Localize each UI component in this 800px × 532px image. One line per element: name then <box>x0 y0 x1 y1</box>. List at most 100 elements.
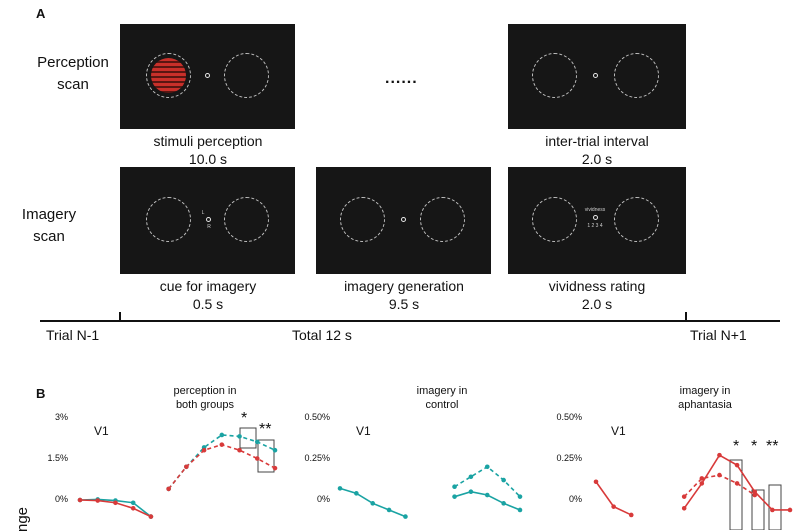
vividness-scale: 1 2 3 4 <box>587 223 603 229</box>
chart-1-series-2-point <box>148 514 154 519</box>
chart-2-ytick-2: 0% <box>316 494 330 504</box>
chart-3-ytick-1: 0.25% <box>556 453 582 463</box>
chart-1-series-4-point <box>237 447 242 453</box>
right-circle <box>224 197 269 242</box>
grating-stimulus <box>151 58 186 93</box>
chart-3-ytick-0: 0.50% <box>556 412 582 422</box>
fixation-point <box>205 73 210 78</box>
chart-3-sig-box-2 <box>751 489 765 530</box>
chart-1-series-2-point <box>130 506 136 511</box>
chart-3-series-1-point <box>770 507 775 513</box>
chart-3-sig-3: ** <box>766 438 779 455</box>
stimuli-perception-frame <box>120 24 295 129</box>
chart-3-series-1-point <box>717 452 722 458</box>
right-circle <box>614 53 659 98</box>
left-circle <box>532 197 577 242</box>
chart-3-ytick-2: 0% <box>568 494 582 504</box>
chart-3-series-2-point <box>681 494 687 499</box>
chart-1-series-4-point <box>272 465 278 471</box>
ellipsis: ...... <box>385 70 418 87</box>
chart-1-ytick-0: 3% <box>54 412 68 422</box>
timeline-tick-start <box>119 312 121 322</box>
chart-3-series-1-point <box>611 504 616 509</box>
chart-1-sig-box-1 <box>239 427 257 449</box>
chart-1-region-label: V1 <box>94 424 109 438</box>
cue-letter-left: L <box>201 210 205 216</box>
chart-3-sig-2: * <box>751 438 758 455</box>
panel-b-letter: B <box>36 386 46 401</box>
chart-3-series-2-point <box>699 476 705 481</box>
timeline-tick-end <box>685 312 687 322</box>
chart-1-series-4-point <box>166 486 171 492</box>
generation-caption: imagery generation <box>344 278 464 294</box>
chart-2-series-2-point <box>468 474 474 480</box>
chart-3-series-1-point <box>787 507 793 513</box>
chart-1-series-4-point <box>184 464 189 470</box>
chart-3-series-2-point <box>717 472 722 478</box>
left-stimulus-circle <box>146 53 191 98</box>
fixation-point <box>401 217 406 222</box>
iti-caption: inter-trial interval <box>545 133 649 149</box>
stimuli-duration: 10.0 s <box>188 151 228 167</box>
chart-2-series-1-point <box>386 507 392 513</box>
timeline-axis <box>40 320 780 322</box>
chart-2-series-2-line <box>454 465 521 498</box>
cue-caption: cue for imagery <box>159 278 257 294</box>
chart-2-series-1-point <box>337 486 343 491</box>
chart-2-ytick-0: 0.50% <box>304 412 330 422</box>
chart-2-series-1-point <box>468 489 474 495</box>
imagery-generation-frame <box>316 167 491 274</box>
chart-1-series-4-point <box>201 447 207 453</box>
chart-3-series-1-point <box>628 512 634 518</box>
chart-1-title: perception in both groups <box>173 385 237 411</box>
cue-letter-right: R <box>207 224 211 230</box>
panel-a-letter: A <box>36 6 46 21</box>
cue-duration: 0.5 s <box>192 296 224 312</box>
chart-1-series-1-point <box>130 500 136 506</box>
chart-3-series-1-line <box>595 481 632 516</box>
chart-3-series-1-point <box>752 489 758 495</box>
chart-2-series-2-point <box>452 484 457 490</box>
vividness-frame: vividness 1 2 3 4 <box>508 167 686 274</box>
cue-frame: L R <box>120 167 295 274</box>
fixation-point <box>206 217 211 222</box>
left-circle <box>340 197 385 242</box>
chart-3-series-2-point <box>734 481 740 486</box>
fixation-point <box>593 73 598 78</box>
chart-1-sig-2: ** <box>259 421 272 438</box>
timeline-center-label: Total 12 s <box>292 327 352 343</box>
chart-1-ytick-2: 0% <box>54 494 68 504</box>
vividness-duration: 2.0 s <box>581 296 613 312</box>
chart-1-series-3-point <box>237 434 242 439</box>
iti-frame <box>508 24 686 129</box>
chart-1-series-4-point <box>219 442 225 447</box>
chart-1-sig-box-2 <box>257 439 275 473</box>
chart-2-title: imagery in control <box>416 385 468 411</box>
chart-2-series-1-point <box>452 494 457 499</box>
chart-2-series-1-point <box>354 491 359 496</box>
chart-1-series-3-point <box>254 439 260 445</box>
chart-2-series-1-point <box>484 492 490 498</box>
chart-2-series-1-point <box>501 501 506 506</box>
right-circle <box>614 197 659 242</box>
chart-2-ytick-1: 0.25% <box>304 453 330 463</box>
chart-2-region-label: V1 <box>356 424 371 438</box>
chart-2-series-1-point <box>517 507 523 513</box>
chart-1-series-3-point <box>272 447 278 453</box>
timeline-left-label: Trial N-1 <box>46 327 100 343</box>
iti-duration: 2.0 s <box>581 151 613 167</box>
chart-3-sig-1: * <box>733 438 740 455</box>
chart-3-sig-box-1 <box>729 459 743 530</box>
perception-scan-label: Perception scan <box>37 54 109 93</box>
chart-1-series-2-point <box>113 500 118 506</box>
imagery-scan-label: Imagery scan <box>21 206 77 245</box>
vividness-prompt: vividness <box>584 207 606 213</box>
chart-1-sig-1: * <box>241 410 248 427</box>
chart-2-series-1-point <box>370 501 376 506</box>
left-circle <box>532 53 577 98</box>
chart-3-region-label: V1 <box>611 424 626 438</box>
chart-2-series-2-point <box>517 494 523 499</box>
chart-2-series-2-point <box>501 477 506 483</box>
chart-1-series-4-point <box>254 456 260 461</box>
